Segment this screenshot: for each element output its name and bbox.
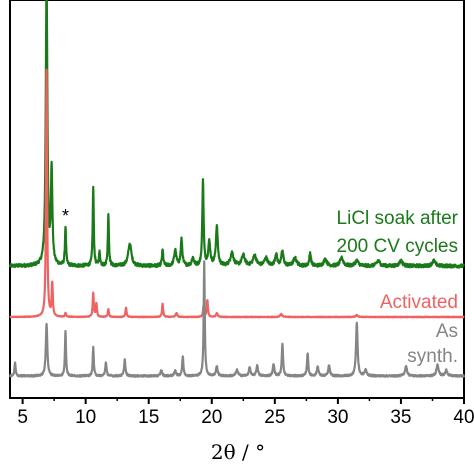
plot-area [9,0,465,399]
x-axis-title: 2θ / ° [211,440,265,464]
x-tick-label: 30 [327,407,348,428]
x-tick-label: 10 [75,407,96,428]
series-label-1-line-1: LiCl soak after [337,208,459,229]
series-label-1-line-2: 200 CV cycles [337,236,458,257]
series-label-3-line-2: synth. [407,346,458,367]
series-label-3-line-1: As [436,321,458,342]
x-axis: 5 10 15 20 25 30 35 40 [17,398,474,428]
annotation-asterisk: * [62,206,69,226]
x-tick-label: 20 [201,407,222,428]
x-tick-label: 40 [453,407,474,428]
series-line-1 [8,0,465,269]
x-tick-label: 25 [264,407,285,428]
series-label-2-line-1: Activated [380,292,458,313]
series-line-2 [9,68,465,319]
x-tick-label: 15 [138,407,159,428]
series-layer [8,0,466,378]
series-labels: LiCl soak after 200 CV cycles Activated As s… [337,208,459,367]
series-line-3 [9,260,466,378]
x-tick-label: 5 [17,407,28,428]
plot-frame [9,0,465,399]
x-tick-label: 35 [390,407,411,428]
